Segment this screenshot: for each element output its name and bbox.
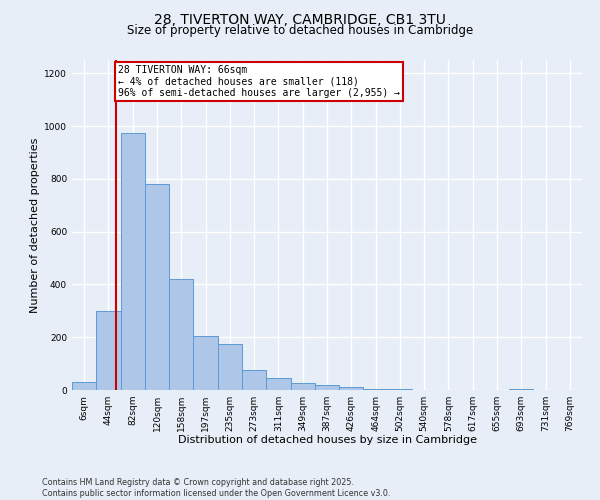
Text: 28, TIVERTON WAY, CAMBRIDGE, CB1 3TU: 28, TIVERTON WAY, CAMBRIDGE, CB1 3TU [154,12,446,26]
Text: Contains HM Land Registry data © Crown copyright and database right 2025.
Contai: Contains HM Land Registry data © Crown c… [42,478,391,498]
Bar [242,370,266,390]
Bar [315,384,339,390]
X-axis label: Distribution of detached houses by size in Cambridge: Distribution of detached houses by size … [178,436,476,446]
Bar [339,388,364,390]
Bar [509,388,533,390]
Bar [96,311,121,390]
Text: 28 TIVERTON WAY: 66sqm
← 4% of detached houses are smaller (118)
96% of semi-det: 28 TIVERTON WAY: 66sqm ← 4% of detached … [118,66,400,98]
Bar [72,382,96,390]
Text: Size of property relative to detached houses in Cambridge: Size of property relative to detached ho… [127,24,473,37]
Y-axis label: Number of detached properties: Number of detached properties [30,138,40,312]
Bar [169,279,193,390]
Bar [121,132,145,390]
Bar [193,336,218,390]
Bar [145,184,169,390]
Bar [266,378,290,390]
Bar [364,388,388,390]
Bar [290,384,315,390]
Bar [218,344,242,390]
